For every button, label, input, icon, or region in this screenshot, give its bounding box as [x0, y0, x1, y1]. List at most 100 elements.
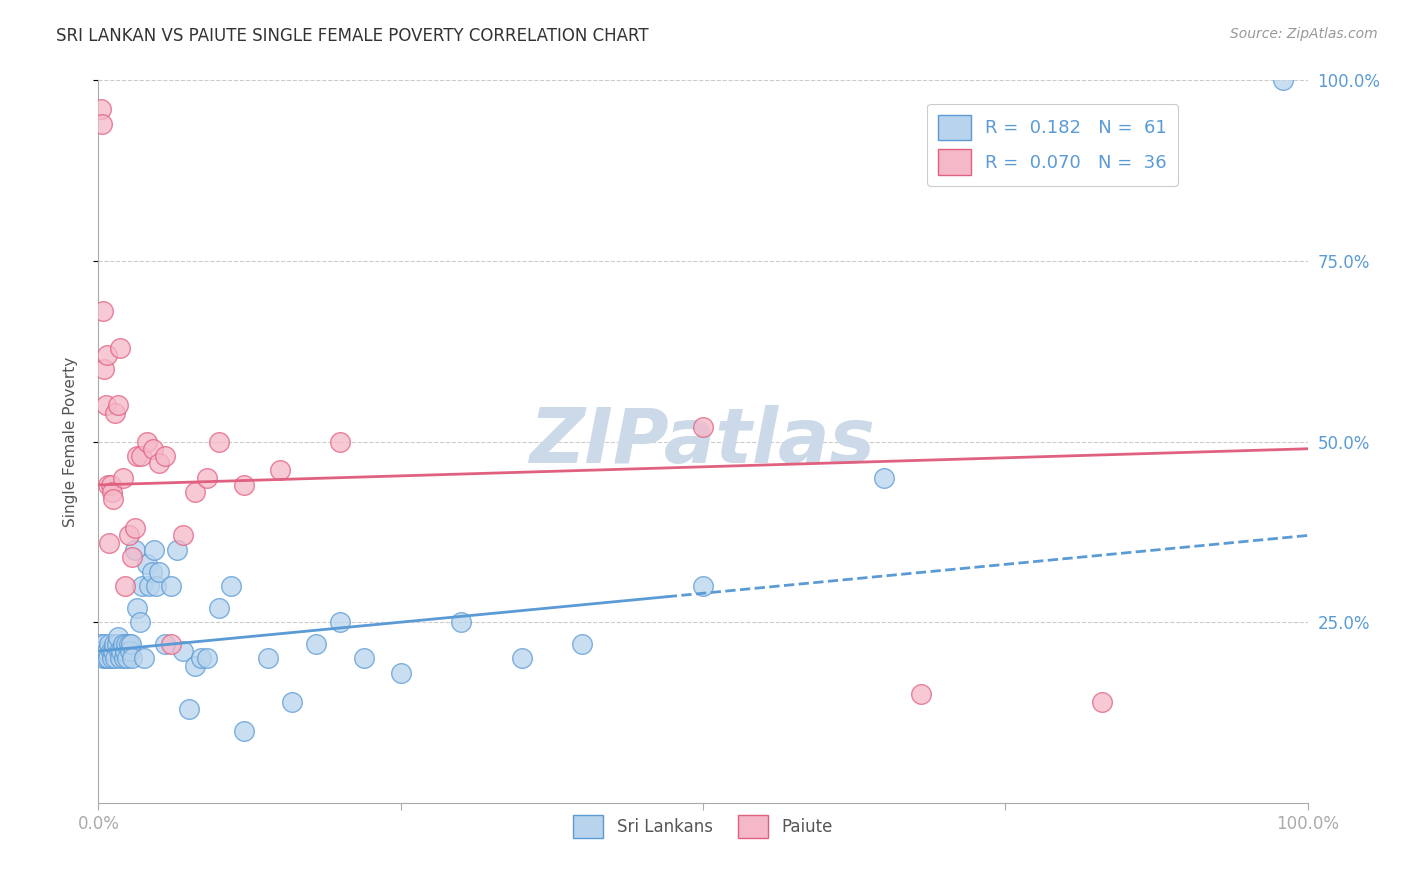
Point [117, 651, 139, 665]
Point [93, 637, 115, 651]
Point [115, 637, 138, 651]
Point [221, 579, 243, 593]
Point [910, 687, 932, 701]
Point [281, 695, 304, 709]
Point [108, 644, 131, 658]
Point [100, 644, 122, 658]
Point [98, 535, 121, 549]
Point [91, 117, 114, 131]
Point [510, 651, 533, 665]
Point [121, 651, 143, 665]
Point [184, 485, 207, 500]
Text: SRI LANKAN VS PAIUTE SINGLE FEMALE POVERTY CORRELATION CHART: SRI LANKAN VS PAIUTE SINGLE FEMALE POVER… [56, 27, 648, 45]
Point [389, 665, 412, 680]
Point [138, 579, 160, 593]
Point [160, 579, 183, 593]
Point [195, 470, 218, 484]
Point [873, 470, 896, 484]
Point [329, 615, 352, 630]
Point [110, 644, 132, 658]
Point [96, 348, 118, 362]
Point [305, 637, 328, 651]
Point [131, 579, 153, 593]
Point [190, 651, 212, 665]
Point [128, 615, 150, 630]
Point [184, 658, 207, 673]
Point [107, 630, 129, 644]
Point [135, 434, 157, 449]
Point [571, 637, 593, 651]
Point [111, 470, 134, 484]
Point [353, 651, 375, 665]
Point [450, 615, 472, 630]
Point [104, 406, 127, 420]
Point [97, 478, 120, 492]
Point [269, 463, 291, 477]
Point [114, 579, 136, 593]
Point [124, 542, 146, 557]
Legend: Sri Lankans, Paiute: Sri Lankans, Paiute [567, 808, 839, 845]
Point [112, 651, 135, 665]
Point [91, 651, 114, 665]
Point [256, 651, 278, 665]
Point [108, 651, 131, 665]
Text: ZIPatlas: ZIPatlas [530, 405, 876, 478]
Point [100, 651, 122, 665]
Point [160, 637, 183, 651]
Point [100, 485, 122, 500]
Point [148, 565, 170, 579]
Point [94, 398, 117, 412]
Point [134, 651, 156, 665]
Point [127, 600, 149, 615]
Point [208, 434, 231, 449]
Point [329, 434, 352, 449]
Point [97, 651, 120, 665]
Point [692, 579, 714, 593]
Point [166, 542, 188, 557]
Point [172, 528, 194, 542]
Point [111, 637, 134, 651]
Point [118, 637, 141, 651]
Point [127, 449, 149, 463]
Point [179, 702, 201, 716]
Point [91, 304, 114, 318]
Point [98, 637, 121, 651]
Point [692, 420, 714, 434]
Point [103, 637, 125, 651]
Point [121, 550, 143, 565]
Point [153, 449, 176, 463]
Point [1272, 73, 1295, 87]
Point [145, 579, 167, 593]
Point [108, 341, 131, 355]
Point [96, 644, 118, 658]
Point [142, 442, 165, 456]
Point [120, 637, 142, 651]
Point [143, 542, 166, 557]
Point [94, 651, 117, 665]
Point [90, 102, 112, 116]
Point [118, 644, 141, 658]
Point [107, 398, 129, 412]
Point [101, 492, 124, 507]
Point [104, 651, 127, 665]
Point [1091, 695, 1114, 709]
Point [114, 644, 136, 658]
Point [141, 565, 163, 579]
Point [105, 637, 128, 651]
Point [148, 456, 170, 470]
Text: Source: ZipAtlas.com: Source: ZipAtlas.com [1230, 27, 1378, 41]
Point [101, 644, 124, 658]
Point [118, 528, 141, 542]
Point [93, 362, 115, 376]
Point [232, 723, 254, 738]
Y-axis label: Single Female Poverty: Single Female Poverty [63, 357, 77, 526]
Point [135, 558, 157, 572]
Point [90, 637, 112, 651]
Point [91, 644, 114, 658]
Point [232, 478, 254, 492]
Point [153, 637, 176, 651]
Point [124, 521, 146, 535]
Point [172, 644, 194, 658]
Point [100, 478, 122, 492]
Point [208, 600, 231, 615]
